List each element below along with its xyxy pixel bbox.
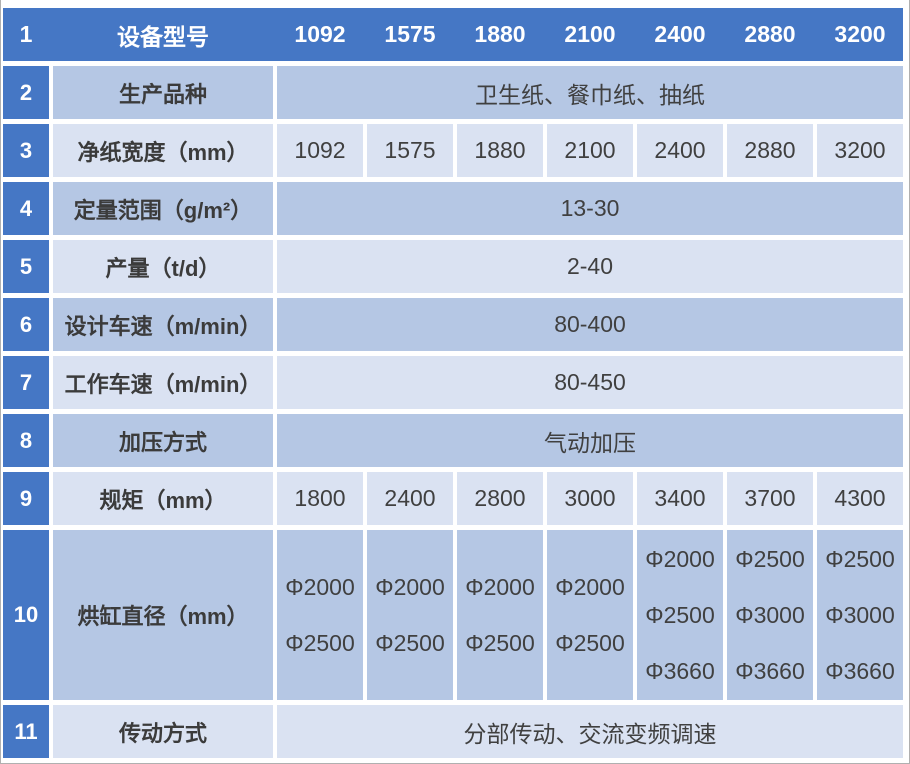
diameter-value: Φ2500 [735, 545, 805, 572]
row-number: 2 [3, 66, 49, 119]
model-header: 3200 [834, 21, 886, 47]
value-cell: Φ2000 Φ2500 [547, 530, 633, 700]
diameter-value: Φ2000 [375, 573, 445, 600]
equipment-spec-table: 1 设备型号 1092 1575 1880 2100 2400 2880 320… [3, 8, 903, 758]
span-value-cell: 气动加压 [277, 414, 903, 467]
header-label: 设备型号 [117, 23, 209, 50]
diameter-value: Φ2500 [375, 629, 445, 656]
span-value-cell: 13-30 [277, 182, 903, 235]
model-header: 1880 [474, 21, 526, 47]
table-row: 4 定量范围（g/m²） 13-30 [3, 182, 903, 235]
row-number: 1 [19, 21, 33, 47]
row-label: 烘缸直径（mm） [53, 530, 273, 700]
row-label: 工作车速（m/min） [53, 356, 273, 409]
value-cell: Φ2500 Φ3000 Φ3660 [817, 530, 903, 700]
value-cell: 1800 [277, 472, 363, 525]
diameter-value: Φ2500 [555, 629, 625, 656]
row-label: 净纸宽度（mm） [53, 124, 273, 177]
row-number: 8 [3, 414, 49, 467]
diameter-value: Φ3660 [645, 657, 715, 684]
table-row: 7 工作车速（m/min） 80-450 [3, 356, 903, 409]
row-number: 5 [3, 240, 49, 293]
row-number: 7 [3, 356, 49, 409]
row-label: 生产品种 [53, 66, 273, 119]
diameter-value: Φ3000 [735, 601, 805, 628]
span-value-cell: 80-450 [277, 356, 903, 409]
diameter-value: Φ2000 [555, 573, 625, 600]
model-header: 2400 [654, 21, 706, 47]
value-cell: 3200 [817, 124, 903, 177]
span-value-cell: 80-400 [277, 298, 903, 351]
row-number: 10 [3, 530, 49, 700]
value-cell: 1880 [457, 124, 543, 177]
model-header: 1575 [384, 21, 436, 47]
header-row: 1 设备型号 1092 1575 1880 2100 2400 2880 320… [3, 8, 903, 61]
diameter-value: Φ2500 [825, 545, 895, 572]
value-cell: 2800 [457, 472, 543, 525]
table-row: 10 烘缸直径（mm） Φ2000 Φ2500 Φ2000 Φ2500 Φ200… [3, 530, 903, 700]
table-row: 11 传动方式 分部传动、交流变频调速 [3, 705, 903, 758]
span-value-cell: 卫生纸、餐巾纸、抽纸 [277, 66, 903, 119]
diameter-value: Φ2500 [465, 629, 535, 656]
value-cell: 1092 [277, 124, 363, 177]
diameter-value: Φ3000 [825, 601, 895, 628]
diameter-value: Φ3660 [825, 657, 895, 684]
value-cell: Φ2500 Φ3000 Φ3660 [727, 530, 813, 700]
value-cell: Φ2000 Φ2500 [277, 530, 363, 700]
row-number: 9 [3, 472, 49, 525]
diameter-value: Φ2000 [465, 573, 535, 600]
row-label: 规矩（mm） [53, 472, 273, 525]
value-cell: 2100 [547, 124, 633, 177]
table-row: 6 设计车速（m/min） 80-400 [3, 298, 903, 351]
span-value-cell: 2-40 [277, 240, 903, 293]
table-row: 5 产量（t/d） 2-40 [3, 240, 903, 293]
value-cell: 2880 [727, 124, 813, 177]
value-cell: Φ2000 Φ2500 [457, 530, 543, 700]
model-header: 2880 [744, 21, 796, 47]
value-cell: 1575 [367, 124, 453, 177]
value-cell: 3700 [727, 472, 813, 525]
row-label: 设计车速（m/min） [53, 298, 273, 351]
row-number: 3 [3, 124, 49, 177]
row-number: 6 [3, 298, 49, 351]
model-header: 2100 [564, 21, 616, 47]
diameter-value: Φ3660 [735, 657, 805, 684]
value-cell: 4300 [817, 472, 903, 525]
row-label: 产量（t/d） [53, 240, 273, 293]
value-cell: 3000 [547, 472, 633, 525]
table-row: 3 净纸宽度（mm） 1092 1575 1880 2100 2400 2880… [3, 124, 903, 177]
value-cell: 3400 [637, 472, 723, 525]
table-row: 2 生产品种 卫生纸、餐巾纸、抽纸 [3, 66, 903, 119]
row-number: 11 [3, 705, 49, 758]
row-label: 加压方式 [53, 414, 273, 467]
value-cell: 2400 [367, 472, 453, 525]
diameter-value: Φ2500 [645, 601, 715, 628]
value-cell: Φ2000 Φ2500 Φ3660 [637, 530, 723, 700]
diameter-value: Φ2000 [285, 573, 355, 600]
table-row: 9 规矩（mm） 1800 2400 2800 3000 3400 3700 4… [3, 472, 903, 525]
model-header: 1092 [294, 21, 346, 47]
diameter-value: Φ2000 [645, 545, 715, 572]
value-cell: 2400 [637, 124, 723, 177]
table-row: 8 加压方式 气动加压 [3, 414, 903, 467]
span-value-cell: 分部传动、交流变频调速 [277, 705, 903, 758]
row-label: 传动方式 [53, 705, 273, 758]
row-number: 4 [3, 182, 49, 235]
row-label: 定量范围（g/m²） [53, 182, 273, 235]
diameter-value: Φ2500 [285, 629, 355, 656]
value-cell: Φ2000 Φ2500 [367, 530, 453, 700]
